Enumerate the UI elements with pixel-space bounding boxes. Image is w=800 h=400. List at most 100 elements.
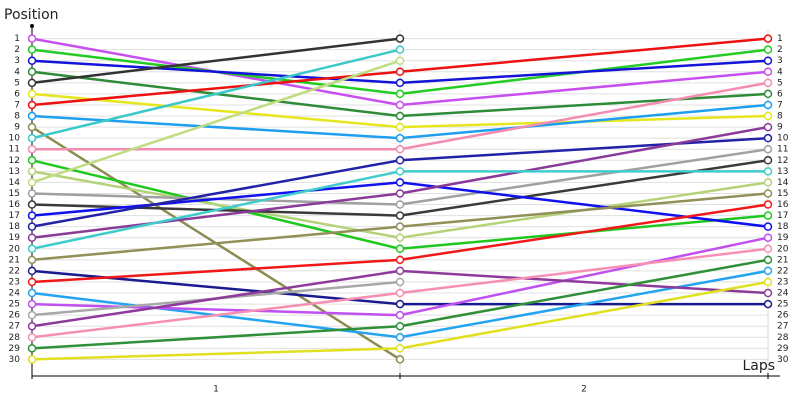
point-marker [27,156,37,165]
point-marker [395,167,405,176]
point-marker [763,222,773,231]
y-tick-label: 4 [14,67,20,77]
point-marker [27,277,37,287]
y-axis-label: Position [4,7,59,23]
y-tick-label: 2 [14,45,20,55]
point-marker [395,244,405,254]
y-tick-label-right: 5 [777,78,783,88]
point-marker [763,56,773,65]
point-marker [27,266,37,276]
point-marker [395,78,405,88]
point-marker [27,321,37,331]
point-marker [395,321,405,331]
point-marker [27,222,37,231]
y-tick-label-right: 7 [777,100,783,110]
y-tick-label-right: 18 [777,222,789,232]
y-tick-label-right: 26 [777,311,789,321]
point-marker [395,255,405,265]
point-marker [395,222,405,231]
point-marker [27,200,37,209]
y-tick-label-right: 10 [777,134,789,144]
point-marker [763,211,773,220]
point-marker [763,288,773,298]
y-tick-label-right: 2 [777,45,783,55]
point-marker [27,133,37,143]
y-tick-label: 11 [9,145,20,155]
y-tick-label: 26 [9,311,21,321]
y-tick-label: 25 [9,300,20,310]
y-tick-label: 8 [14,112,20,122]
x-tick-label: 1 [213,385,219,395]
y-tick-label-right: 29 [777,344,789,354]
point-marker [763,233,773,242]
y-tick-label: 19 [9,233,21,243]
y-tick-label-right: 23 [777,277,788,287]
y-tick-label: 10 [9,134,21,144]
x-tick-label: 2 [581,385,587,395]
y-tick-label-right: 11 [777,145,788,155]
point-marker [395,344,405,353]
y-tick-label: 14 [9,178,21,188]
point-marker [395,89,405,99]
point-marker [763,133,773,143]
point-marker [763,45,773,54]
point-marker [27,299,37,309]
y-tick-label-right: 21 [777,255,788,265]
y-tick-label-right: 20 [777,244,789,254]
point-marker [395,67,405,77]
point-marker [27,89,37,99]
y-tick-label: 30 [9,355,21,365]
y-tick-label-right: 28 [777,333,789,343]
y-tick-label-right: 14 [777,178,789,188]
point-marker [27,344,37,353]
y-tick-label: 21 [9,255,20,265]
y-tick-label: 5 [14,78,20,88]
y-tick-label-right: 25 [777,300,788,310]
y-tick-label-right: 3 [777,56,783,66]
y-tick-label: 12 [9,156,20,166]
y-tick-label-right: 8 [777,112,783,122]
y-tick-label: 9 [14,123,20,133]
y-tick-label-right: 12 [777,156,788,166]
point-marker [395,333,405,342]
y-tick-label: 3 [14,56,20,66]
point-marker [395,156,405,165]
y-tick-label: 6 [14,89,20,99]
point-marker [395,266,405,276]
y-tick-label-right: 27 [777,322,788,332]
y-tick-label: 1 [14,34,20,44]
point-marker [27,211,37,220]
y-tick-label-right: 24 [777,289,789,299]
axis-end [30,24,34,28]
y-tick-label: 13 [9,167,20,177]
point-marker [395,233,405,242]
point-marker [27,255,37,265]
y-tick-label: 16 [9,200,21,210]
point-marker [395,100,405,110]
point-marker [27,178,37,187]
series-line [31,48,401,140]
x-axis-label: Laps [742,358,775,374]
point-marker [27,333,37,342]
point-marker [27,78,37,88]
point-marker [27,122,37,132]
y-tick-label: 22 [9,266,20,276]
y-tick-label: 7 [14,100,20,110]
y-tick-label-right: 6 [777,89,783,99]
point-marker [763,67,773,77]
y-tick-label-right: 30 [777,355,789,365]
series-line [31,59,401,184]
point-marker [763,100,773,110]
point-marker [395,133,405,143]
point-marker [763,266,773,276]
point-marker [763,277,773,287]
point-marker [395,178,405,187]
point-marker [395,288,405,298]
y-tick-label: 24 [9,289,21,299]
point-marker [395,277,405,287]
y-tick-label: 20 [9,244,21,254]
y-tick-label-right: 13 [777,167,788,177]
y-tick-label-right: 19 [777,233,789,243]
y-tick-label-right: 16 [777,200,789,210]
point-marker [763,144,773,154]
